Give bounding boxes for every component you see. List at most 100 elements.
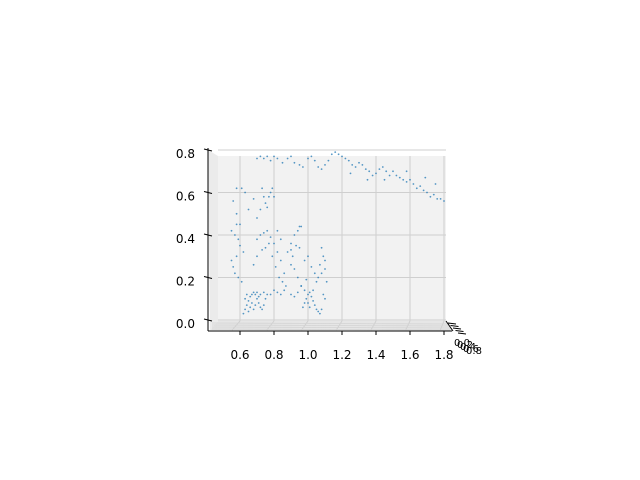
floor-grid-line (439, 320, 445, 331)
data-point (317, 166, 320, 168)
y-tick-mark (447, 322, 457, 325)
data-point (429, 195, 432, 198)
data-point (296, 229, 299, 232)
floor-depth-line (211, 328, 451, 331)
y-tick-mark (457, 332, 467, 335)
data-point (375, 172, 377, 175)
data-point (320, 246, 323, 249)
data-point (266, 229, 269, 232)
data-point (296, 276, 299, 279)
data-point (298, 246, 301, 249)
data-point (232, 266, 235, 268)
data-point (334, 151, 337, 154)
data-point (251, 293, 253, 296)
data-point (436, 198, 439, 200)
z-tick-mark (203, 233, 213, 237)
floor-depth-line (211, 326, 451, 329)
data-point (262, 232, 265, 234)
y-tick-label: 0.0 (454, 338, 470, 349)
data-point (235, 223, 238, 226)
data-point (290, 293, 292, 296)
data-point (412, 183, 415, 185)
data-point (307, 302, 309, 304)
data-point (256, 217, 258, 219)
data-point (303, 259, 306, 262)
data-point (298, 164, 301, 166)
x-tick-label: 1.0 (298, 348, 317, 362)
data-point (264, 202, 267, 205)
data-point (324, 259, 326, 262)
data-point (371, 174, 374, 177)
data-point (283, 289, 286, 292)
data-point (302, 166, 304, 168)
data-point (242, 251, 245, 253)
data-point (269, 191, 272, 194)
data-point (290, 249, 292, 251)
data-point (266, 293, 269, 296)
data-point (296, 291, 299, 294)
data-point (254, 293, 257, 296)
data-point (273, 155, 275, 158)
data-point (244, 297, 247, 300)
data-point (325, 280, 328, 283)
data-point (439, 198, 442, 200)
data-point (247, 310, 250, 313)
data-point (303, 289, 306, 292)
data-point (305, 297, 308, 300)
data-point (259, 208, 262, 211)
data-point (324, 297, 326, 300)
data-point (256, 291, 258, 294)
z-tick-label: 0.6 (176, 190, 195, 204)
data-point (283, 272, 286, 275)
data-point (262, 304, 265, 306)
data-point (244, 308, 247, 311)
data-point (290, 155, 292, 158)
data-point (320, 272, 323, 275)
data-point (245, 293, 248, 296)
data-point (273, 195, 275, 198)
data-point (252, 291, 255, 294)
data-point (279, 259, 282, 262)
data-point (247, 300, 250, 302)
data-point (383, 178, 386, 181)
data-point (237, 238, 240, 241)
data-point (422, 189, 425, 192)
data-point (298, 225, 301, 228)
data-point (324, 268, 326, 270)
data-point (281, 280, 284, 283)
data-point (276, 251, 279, 253)
data-point (279, 293, 282, 296)
data-point (385, 170, 388, 173)
data-point (262, 157, 265, 160)
data-point (276, 229, 279, 232)
data-point (239, 223, 241, 226)
data-point (349, 172, 352, 175)
data-point (261, 187, 263, 190)
data-point (281, 161, 284, 164)
data-point (426, 191, 428, 194)
z-tick-mark (203, 148, 213, 152)
data-point (324, 164, 326, 166)
data-point (327, 159, 330, 162)
data-point (295, 244, 297, 247)
axis-lines (207, 148, 454, 332)
y-axis-line (445, 320, 454, 332)
axis-panes (208, 150, 452, 330)
data-point (290, 263, 292, 266)
data-point (398, 176, 401, 179)
data-point (419, 185, 422, 188)
data-point (269, 293, 272, 296)
data-point (262, 195, 265, 198)
data-point (291, 255, 294, 258)
data-point (432, 193, 435, 196)
data-point (310, 155, 313, 158)
data-point (251, 302, 253, 304)
data-point (254, 304, 257, 306)
data-point (307, 293, 309, 296)
data-point (276, 157, 279, 160)
data-point (293, 268, 296, 270)
grid-lines (211, 149, 451, 331)
data-point (405, 170, 408, 173)
z-tick-mark (203, 191, 213, 194)
data-point (354, 166, 357, 168)
